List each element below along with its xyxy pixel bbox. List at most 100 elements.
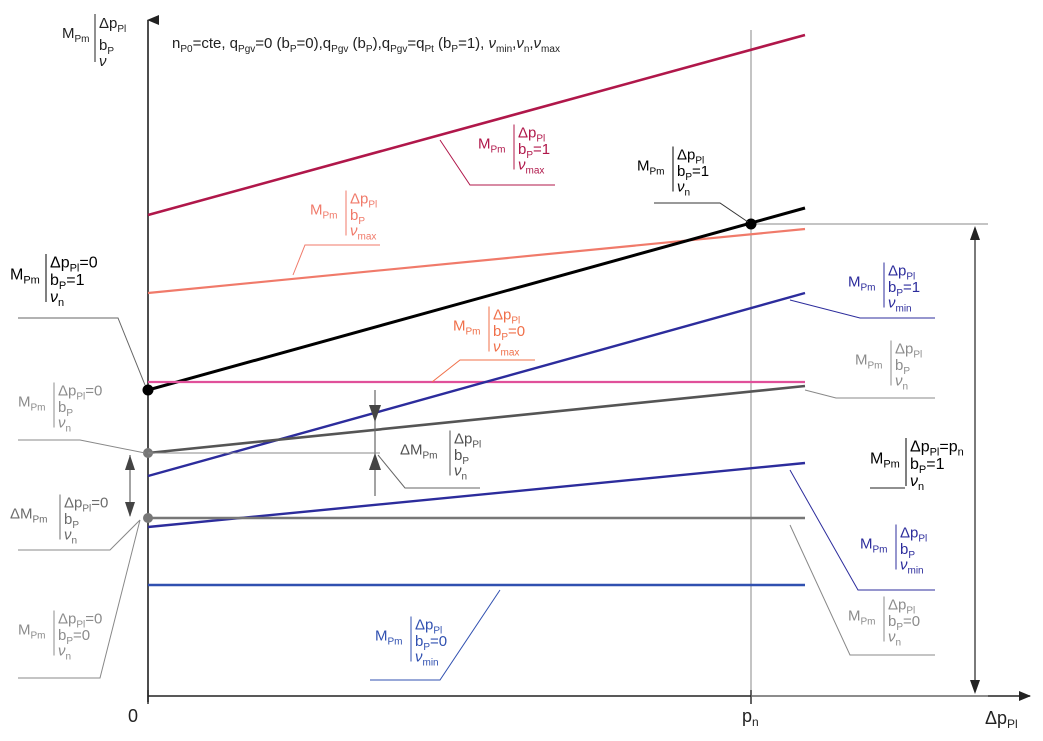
label-bp1-nun-origin-dp: ΔpPl=0 [50, 255, 98, 275]
point-bp1-nun-pn [745, 218, 757, 230]
label-bp1-nun-origin-symbol: MPm [10, 267, 40, 287]
svg-text:bP: bP [99, 37, 114, 57]
label-bp1-nun-origin-nu: νn [50, 289, 64, 309]
curve-labels: MPmΔpPlbP=1νmaxMPmΔpPlbPνmaxMPmΔpPlbP=1ν… [10, 124, 964, 668]
label-bp0-nun-origin-dp: ΔpPl=0 [58, 610, 102, 630]
label-bp-nun-b: bP [895, 357, 910, 377]
label-bp-nun-nu: νn [895, 373, 908, 393]
label-bp1-nun-origin-b: bP=1 [50, 272, 85, 292]
label-bp0-nun-origin-b: bP=0 [58, 627, 90, 647]
label-bp-nun-origin-symbol: MPm [18, 394, 46, 414]
label-bp1-numax-b: bP=1 [518, 141, 550, 161]
label-bp1-numax-symbol: MPm [478, 136, 506, 156]
label-bp0-numin-dp: ΔpPl [415, 616, 442, 636]
label-bp-numax-dp: ΔpPl [350, 190, 377, 210]
label-bp0-numax-b: bP=0 [493, 323, 525, 343]
mpm-pn-arrowhead-top [970, 226, 980, 240]
delta-m-arrow-down [369, 405, 381, 422]
mpm-pn-arrowhead-bottom [970, 680, 980, 694]
label-bp-nun-dp: ΔpPl [895, 340, 922, 360]
label-bp1-nun-pn-right-nu: νn [910, 473, 924, 493]
label-bp1-numax-dp: ΔpPl [518, 124, 545, 144]
point-bp1-nun-origin [142, 384, 154, 396]
label-bp0-nun-origin-symbol: MPm [18, 622, 46, 642]
pn-tick-label: Ppn [742, 706, 759, 729]
label-bp0-numax-symbol: MPm [453, 318, 481, 338]
label-bp-numax-b: bP [350, 207, 365, 227]
label-bp1-numax-nu: νmax [518, 157, 544, 177]
delta-m-arrow-up [369, 453, 381, 470]
x-axis-label: ΔpPl [985, 708, 1018, 731]
origin-label: 0 [128, 706, 138, 726]
label-bp-nun-origin-b: bP [58, 399, 73, 419]
svg-text:ΔpPl: ΔpPl [99, 15, 126, 35]
label-bp0-numax-dp: ΔpPl [493, 306, 520, 326]
label-bp1-nun-pn-dp: ΔpPl [677, 146, 704, 166]
label-delta-m-dp: ΔpPl [454, 430, 481, 450]
line-bp1-numax [147, 33, 806, 217]
label-delta-m-symbol: ΔMPm [400, 442, 438, 462]
delta-m0-arrow-down [125, 502, 135, 517]
label-bp-numin-symbol: MPm [860, 536, 888, 556]
label-bp-nun-symbol: MPm [855, 352, 883, 372]
line-bp1-nun [147, 206, 806, 392]
label-bp1-nun-pn-symbol: MPm [637, 158, 665, 178]
label-bp-nun-origin-dp: ΔpPl=0 [58, 382, 102, 402]
label-bp-numin-b: bP [900, 541, 915, 561]
label-bp-numin-nu: νmin [900, 557, 924, 577]
label-delta-m-origin-b: bP [64, 511, 79, 531]
header-text: nP0=cte, qPgv=0 (bP=0),qPgv (bP),qPgv=qP… [172, 35, 560, 55]
label-bp-numax-symbol: MPm [310, 202, 338, 222]
label-bp1-numin-nu: νmin [888, 295, 912, 315]
label-bp1-nun-pn-b: bP=1 [677, 163, 709, 183]
delta-m0-arrow-up [125, 455, 135, 470]
label-delta-m-origin-dp: ΔpPl=0 [64, 494, 108, 514]
label-bp0-nun-dp: ΔpPl [888, 596, 915, 616]
point-bp0-nun-origin [143, 513, 153, 523]
svg-text:ν: ν [99, 53, 107, 70]
label-delta-m-nu: νn [454, 463, 467, 483]
label-bp0-nun-symbol: MPm [848, 608, 876, 628]
label-bp0-numin-symbol: MPm [375, 628, 403, 648]
label-delta-m-b: bP [454, 447, 469, 467]
label-bp0-nun-nu: νn [888, 629, 901, 649]
label-bp-nun-origin-nu: νn [58, 415, 71, 435]
label-bp1-nun-pn-nu: νn [677, 179, 690, 199]
leader-lines [18, 139, 935, 681]
label-bp1-nun-pn-right-dp: ΔpPl=pn [910, 439, 964, 459]
label-bp1-nun-origin: MPm ΔpPl=0bP=1νn [10, 254, 98, 309]
line-bp-nun [147, 384, 806, 455]
label-bp0-nun-origin-nu: νn [58, 643, 71, 663]
label-bp1-numin-symbol: MPm [848, 274, 876, 294]
line-bp1-numin [147, 291, 806, 478]
label-bp-numax-nu: νmax [350, 223, 376, 243]
label-delta-m-origin-nu: νn [64, 527, 77, 547]
label-bp-numin-dp: ΔpPl [900, 524, 927, 544]
label-bp1-nun-pn-right-symbol: MPm [870, 451, 900, 471]
label-delta-m-origin-symbol: ΔMPm [10, 506, 48, 526]
label-bp1-numin-dp: ΔpPl [888, 262, 915, 282]
label-bp0-nun-origin: MPm ΔpPl=0bP=0νn [18, 610, 102, 662]
label-bp0-numax-nu: νmax [493, 339, 519, 359]
line-bp-numax [147, 227, 806, 295]
label-bp0-nun-b: bP=0 [888, 613, 920, 633]
svg-text:MPm: MPm [62, 25, 90, 45]
label-bp1-numin-b: bP=1 [888, 279, 920, 299]
label-bp0-numin-b: bP=0 [415, 633, 447, 653]
label-bp0-numin-nu: νmin [415, 649, 439, 669]
